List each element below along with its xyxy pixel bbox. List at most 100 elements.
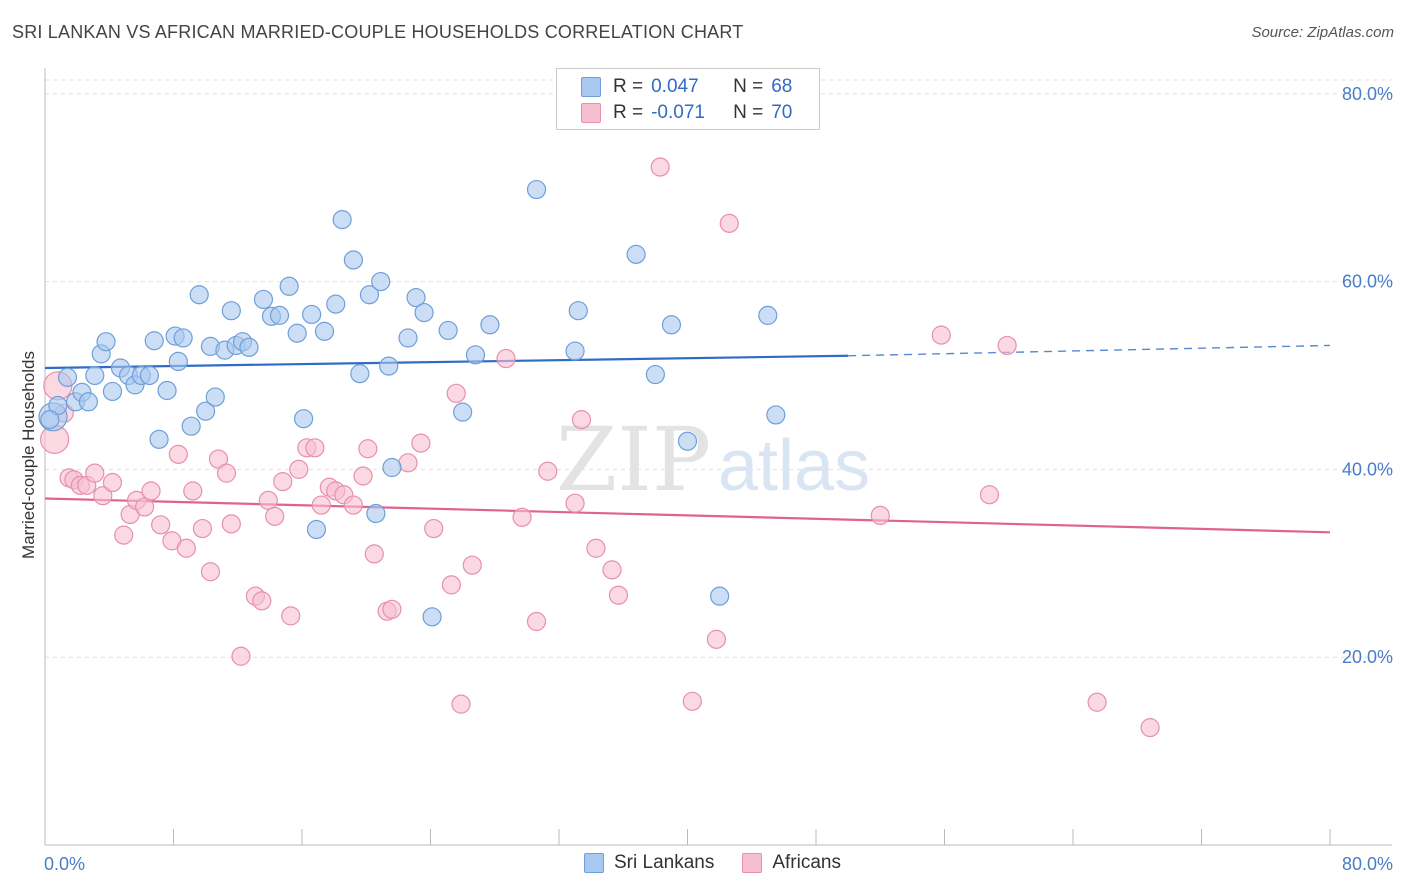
point-sri-lankan bbox=[677, 431, 698, 451]
point-sri-lankan bbox=[359, 285, 380, 305]
correlation-legend: R = 0.047 N = 68 R = -0.071 N = 70 bbox=[556, 68, 820, 130]
legend-r-label: R = bbox=[613, 76, 644, 97]
point-african bbox=[441, 575, 461, 595]
point-sri-lankan bbox=[96, 332, 116, 352]
point-sri-lankan bbox=[205, 387, 225, 407]
point-african bbox=[102, 472, 123, 493]
point-sri-lankan bbox=[366, 503, 386, 524]
point-african bbox=[398, 453, 418, 473]
point-african bbox=[706, 629, 727, 649]
point-african bbox=[151, 515, 171, 535]
point-sri-lankan bbox=[350, 364, 370, 384]
point-sri-lankan bbox=[253, 289, 274, 310]
point-sri-lankan bbox=[196, 401, 216, 421]
x-tick-label: 0.0% bbox=[44, 854, 85, 874]
legend-n-label: N = bbox=[733, 76, 764, 97]
y-tick-label: 40.0% bbox=[1342, 459, 1393, 479]
legend-label-africans: Africans bbox=[772, 852, 841, 873]
watermark: ZIP atlas bbox=[556, 408, 870, 511]
point-african bbox=[343, 495, 363, 515]
point-african bbox=[281, 606, 301, 626]
point-african bbox=[258, 490, 278, 510]
point-sri-lankan bbox=[149, 429, 169, 449]
point-african bbox=[719, 213, 739, 233]
point-african bbox=[358, 439, 378, 459]
axes bbox=[44, 68, 1392, 846]
point-sri-lankan bbox=[465, 345, 486, 365]
point-sri-lankan bbox=[414, 302, 434, 323]
point-sri-lankan bbox=[302, 304, 322, 325]
point-sri-lankan bbox=[279, 276, 299, 296]
point-sri-lankan bbox=[144, 331, 164, 351]
point-sri-lankan bbox=[157, 380, 177, 401]
point-african bbox=[382, 599, 402, 619]
point-african bbox=[979, 485, 1000, 505]
point-sri-lankan bbox=[661, 315, 682, 335]
point-sri-lankan bbox=[422, 607, 442, 627]
legend-n-value: 70 bbox=[771, 102, 793, 123]
point-sri-lankan bbox=[758, 305, 778, 325]
data-points bbox=[38, 157, 1160, 738]
legend-swatch-blue bbox=[584, 853, 604, 873]
point-african bbox=[451, 694, 471, 714]
point-african bbox=[305, 438, 325, 458]
y-tick-label: 60.0% bbox=[1342, 272, 1393, 292]
point-african bbox=[176, 538, 196, 558]
point-sri-lankan bbox=[326, 294, 346, 314]
point-sri-lankan bbox=[239, 337, 259, 357]
point-african bbox=[496, 348, 516, 369]
point-african bbox=[289, 459, 309, 479]
point-african bbox=[411, 433, 431, 453]
trend-line-sri-lankans bbox=[44, 354, 849, 370]
point-african bbox=[192, 518, 213, 539]
point-sri-lankan bbox=[568, 301, 588, 321]
legend-row-sri-lankans: R = 0.047 N = 68 bbox=[581, 74, 792, 100]
legend-swatch-pink bbox=[581, 103, 601, 123]
point-sri-lankan bbox=[78, 392, 98, 412]
point-sri-lankan bbox=[332, 210, 352, 230]
point-african bbox=[216, 463, 237, 483]
point-sri-lankan bbox=[343, 250, 363, 270]
legend-swatch-blue bbox=[581, 77, 601, 97]
point-sri-lankan bbox=[626, 244, 646, 264]
point-african bbox=[1087, 692, 1107, 712]
chart-title: SRI LANKAN VS AFRICAN MARRIED-COUPLE HOU… bbox=[12, 22, 744, 42]
point-sri-lankan bbox=[314, 321, 335, 341]
point-african bbox=[512, 507, 532, 527]
point-african bbox=[608, 585, 629, 605]
point-african bbox=[221, 514, 241, 534]
point-african bbox=[265, 506, 285, 526]
point-sri-lankan bbox=[102, 381, 123, 402]
point-sri-lankan bbox=[294, 409, 314, 429]
point-sri-lankan bbox=[453, 402, 473, 422]
point-african bbox=[586, 538, 606, 558]
point-sri-lankan bbox=[139, 365, 160, 386]
series-legend: Sri Lankans Africans bbox=[584, 852, 869, 874]
point-african bbox=[114, 525, 134, 545]
point-african bbox=[168, 444, 188, 464]
point-sri-lankan bbox=[480, 315, 500, 335]
point-african bbox=[273, 471, 293, 492]
point-african bbox=[311, 495, 331, 515]
point-sri-lankan bbox=[306, 519, 327, 540]
point-african bbox=[200, 562, 221, 582]
x-tick-label: 80.0% bbox=[1342, 854, 1393, 874]
tick-labels: 20.0% 40.0% 60.0% 80.0% 0.0% 80.0% bbox=[44, 84, 1393, 874]
watermark-atlas: atlas bbox=[718, 426, 870, 506]
point-african bbox=[446, 383, 466, 403]
point-african bbox=[682, 691, 702, 711]
point-african bbox=[870, 505, 890, 526]
point-african bbox=[462, 555, 482, 575]
point-sri-lankan bbox=[766, 405, 786, 425]
point-sri-lankan bbox=[287, 323, 307, 343]
legend-item-africans: Africans bbox=[742, 852, 841, 874]
point-african bbox=[538, 461, 558, 481]
point-african bbox=[565, 493, 585, 513]
point-african bbox=[997, 335, 1017, 356]
point-sri-lankan bbox=[710, 586, 730, 606]
trend-line-africans bbox=[44, 497, 1331, 534]
point-sri-lankan bbox=[269, 305, 290, 325]
point-african bbox=[931, 325, 951, 345]
legend-n-label: N = bbox=[733, 102, 764, 123]
